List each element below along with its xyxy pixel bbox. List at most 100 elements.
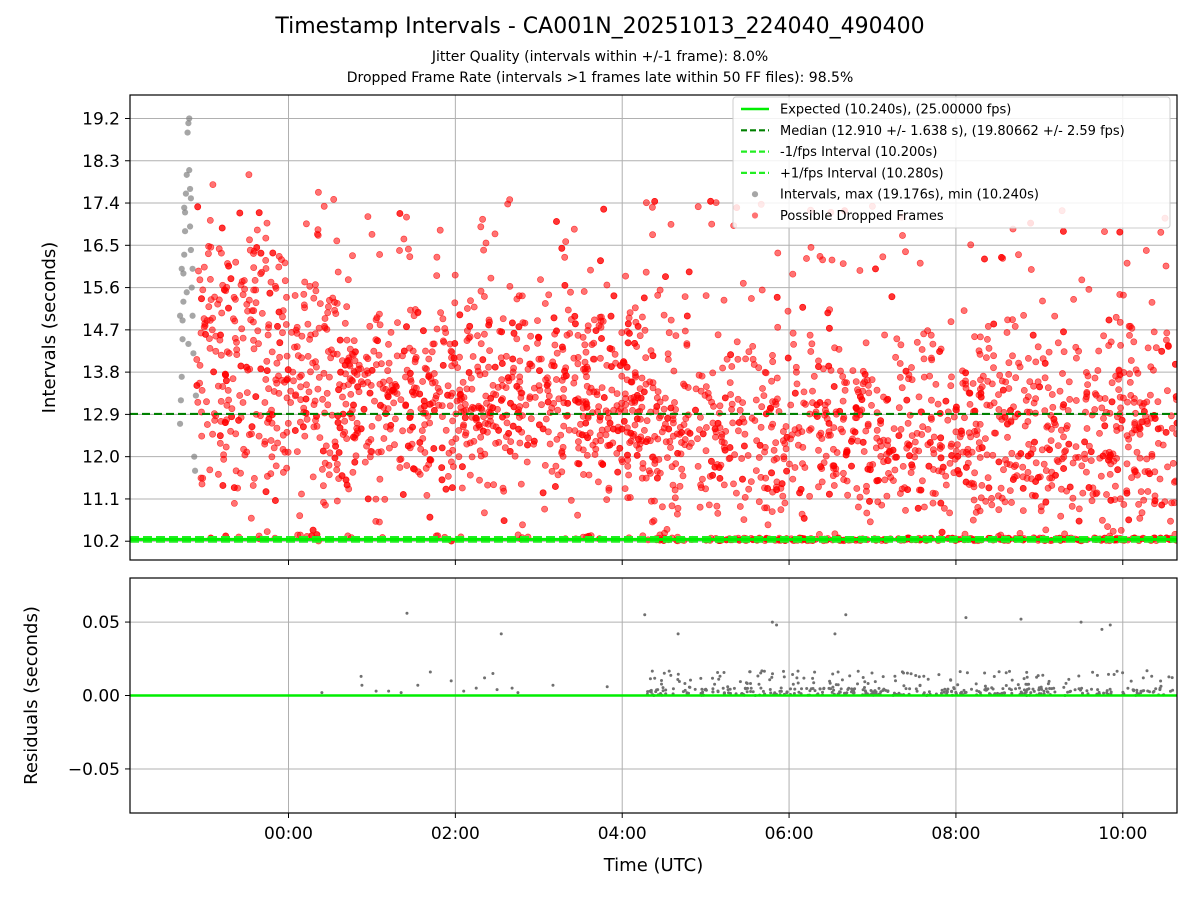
- dropped-frame-point: [503, 419, 511, 427]
- dropped-frame-point: [917, 486, 925, 494]
- dropped-frame-point: [255, 432, 263, 440]
- dropped-frame-point: [841, 386, 849, 394]
- dropped-frame-point: [522, 401, 530, 409]
- residual-point: [1096, 688, 1100, 692]
- dropped-frame-point: [642, 380, 650, 388]
- dropped-frame-point: [521, 319, 529, 327]
- residual-point: [1029, 691, 1033, 695]
- residual-point: [1062, 685, 1066, 689]
- dropped-frame-point: [394, 319, 401, 326]
- dropped-frame-point: [392, 383, 400, 390]
- dropped-frame-point: [711, 425, 719, 433]
- dropped-frame-point: [926, 372, 933, 380]
- dropped-frame-point: [695, 371, 703, 379]
- dropped-frame-point: [499, 315, 507, 323]
- dropped-frame-point: [516, 357, 524, 365]
- dropped-frame-point: [990, 320, 998, 328]
- dropped-frame-point: [685, 268, 693, 276]
- y-tick-label: 13.8: [82, 363, 120, 383]
- residual-point: [974, 682, 978, 686]
- dropped-frame-point: [969, 516, 977, 524]
- dropped-frame-point: [825, 362, 833, 370]
- dropped-frame-point: [750, 361, 758, 368]
- dropped-frame-point: [349, 252, 356, 260]
- dropped-frame-point: [631, 339, 638, 347]
- x-tick-label: 02:00: [431, 824, 480, 844]
- dropped-frame-point: [1019, 507, 1027, 514]
- dropped-frame-point: [425, 373, 433, 380]
- dropped-frame-point: [1101, 395, 1109, 402]
- interval-point: [191, 467, 199, 474]
- dropped-frame-point: [1048, 482, 1056, 489]
- dropped-frame-point: [570, 225, 578, 233]
- dropped-frame-point: [790, 340, 797, 348]
- dropped-frame-point: [246, 236, 253, 244]
- residual-point: [828, 681, 832, 685]
- dropped-frame-point: [297, 371, 305, 379]
- dropped-frame-point: [890, 425, 898, 432]
- residual-point: [795, 676, 799, 680]
- dropped-frame-point: [404, 442, 412, 450]
- dropped-frame-point: [310, 423, 318, 431]
- dropped-frame-point: [463, 305, 471, 312]
- residual-point: [992, 675, 996, 678]
- interval-point: [186, 167, 193, 174]
- dropped-frame-point: [463, 440, 471, 448]
- dropped-frame-point: [1097, 472, 1105, 480]
- dropped-frame-point: [279, 329, 286, 337]
- dropped-frame-point: [954, 467, 962, 474]
- residual-point: [1150, 674, 1154, 678]
- dropped-frame-point: [461, 431, 469, 439]
- residual-point: [861, 688, 865, 692]
- dropped-frame-point: [265, 415, 273, 423]
- dropped-frame-point: [866, 466, 874, 474]
- dropped-frame-point: [261, 440, 269, 448]
- residual-point: [870, 671, 874, 675]
- residual-point: [1141, 676, 1145, 680]
- x-tick-label: 00:00: [264, 824, 313, 844]
- dropped-frame-point: [438, 444, 446, 452]
- residual-point: [1108, 623, 1112, 627]
- dropped-frame-point: [624, 339, 632, 347]
- dropped-frame-point: [583, 403, 591, 411]
- dropped-frame-point: [276, 339, 284, 347]
- dropped-frame-point: [692, 406, 699, 414]
- dropped-frame-point: [1024, 468, 1032, 476]
- dropped-frame-point: [769, 420, 777, 428]
- dropped-frame-point: [1123, 432, 1131, 440]
- residual-point: [852, 687, 856, 691]
- dropped-frame-point: [236, 209, 244, 217]
- dropped-frame-point: [559, 343, 566, 351]
- dropped-frame-point: [868, 401, 875, 409]
- dropped-frame-point: [664, 350, 672, 358]
- dropped-frame-point: [982, 435, 989, 442]
- dropped-frame-point: [650, 517, 658, 525]
- dropped-frame-point: [343, 303, 351, 311]
- dropped-frame-point: [262, 488, 270, 496]
- dropped-frame-point: [1075, 347, 1082, 355]
- dropped-frame-point: [309, 473, 317, 481]
- dropped-frame-point: [1005, 370, 1013, 378]
- dropped-frame-point: [510, 329, 518, 337]
- dropped-frame-point: [207, 296, 215, 303]
- dropped-frame-point: [815, 483, 822, 491]
- dropped-frame-point: [1036, 383, 1043, 391]
- dropped-frame-point: [881, 476, 889, 484]
- dropped-frame-point: [1151, 415, 1159, 422]
- residual-point: [551, 683, 555, 687]
- dropped-frame-point: [998, 253, 1005, 261]
- dropped-frame-point: [877, 452, 885, 460]
- dropped-frame-point: [661, 394, 669, 402]
- dropped-frame-point: [873, 386, 881, 394]
- dropped-frame-point: [393, 352, 401, 360]
- residual-point: [791, 682, 795, 686]
- dropped-frame-point: [581, 341, 589, 349]
- dropped-frame-point: [839, 397, 847, 405]
- residual-point: [716, 690, 720, 694]
- dropped-frame-point: [1172, 360, 1177, 368]
- dropped-frame-point: [552, 483, 559, 490]
- dropped-frame-point: [452, 435, 460, 442]
- dropped-frame-point: [1095, 347, 1103, 355]
- legend: Expected (10.240s), (25.00000 fps)Median…: [732, 96, 1171, 229]
- dropped-frame-point: [995, 458, 1003, 466]
